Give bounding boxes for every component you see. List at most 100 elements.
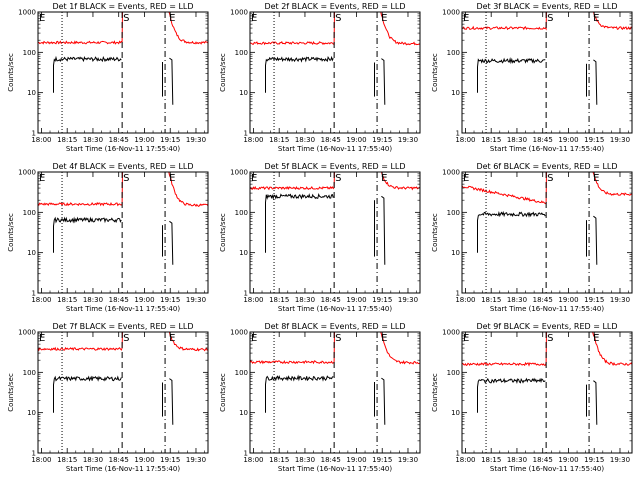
plot-frame [37,171,209,294]
lld-series-line [250,172,420,191]
marker-e-right: E [593,13,599,24]
x-tick-label: 18:15 [57,296,77,304]
x-tick-label: 18:45 [321,136,341,144]
marker-e-left: E [463,173,469,184]
y-tick-label: 1 [456,290,460,298]
x-tick-label: 19:15 [372,456,392,464]
y-tick-label: 1000 [18,329,36,337]
x-tick-label: 18:00 [31,136,51,144]
events-series-line [265,193,334,253]
marker-s: S [547,173,553,184]
y-axis-label: Counts/sec [219,213,227,252]
lld-series-line [38,172,208,208]
y-tick-label: 1000 [442,9,460,17]
y-tick-label: 10 [27,409,36,417]
y-tick-label: 1 [244,290,248,298]
x-tick-label: 19:15 [160,136,180,144]
x-tick-label: 18:00 [455,456,475,464]
events-series-line [477,210,546,253]
marker-e-left: E [251,13,257,24]
events-series-line [265,374,334,413]
y-tick-label: 1 [456,130,460,138]
events-after-segment [169,57,174,105]
events-after-segment [381,195,386,265]
panel-title: Det 8f BLACK = Events, RED = LLD [264,322,405,331]
y-tick-label: 1000 [230,169,248,177]
panel-det-5 [250,172,420,265]
x-tick-label: 18:30 [295,456,315,464]
x-tick-label: 18:30 [507,296,527,304]
lld-series-line [250,12,420,46]
y-tick-label: 1 [32,130,36,138]
events-after-segment [169,220,174,265]
x-tick-label: 18:00 [455,136,475,144]
y-tick-label: 1000 [230,9,248,17]
x-tick-label: 18:30 [83,456,103,464]
panel-det-8 [250,332,420,425]
y-axis-label: Counts/sec [7,373,15,412]
x-tick-label: 18:45 [533,136,553,144]
marker-s: S [335,173,341,184]
y-tick-label: 10 [451,409,460,417]
x-tick-label: 18:15 [57,456,77,464]
plot-frame [461,331,633,454]
x-tick-label: 18:15 [481,136,501,144]
y-tick-label: 10 [239,249,248,257]
events-series-line [53,375,122,413]
x-tick-label: 19:15 [160,296,180,304]
y-tick-label: 10 [239,89,248,97]
x-tick-label: 18:15 [57,136,77,144]
marker-e-left: E [39,13,45,24]
y-axis-label: Counts/sec [219,373,227,412]
marker-e-left: E [463,333,469,344]
x-axis-label: Start Time (16-Nov-11 17:55:40) [66,145,180,153]
panel-det-4 [38,172,208,265]
x-axis-label: Start Time (16-Nov-11 17:55:40) [278,305,392,313]
events-after-segment [593,215,598,265]
x-tick-label: 19:15 [584,136,604,144]
x-tick-label: 18:15 [269,136,289,144]
events-series-line [53,216,122,253]
panel-title: Det 6f BLACK = Events, RED = LLD [476,162,617,171]
plot-frame [249,171,421,294]
x-tick-label: 18:00 [31,296,51,304]
x-tick-label: 19:00 [346,296,366,304]
x-tick-label: 19:00 [134,456,154,464]
y-tick-label: 1 [456,450,460,458]
x-tick-label: 19:30 [186,456,206,464]
marker-e-left: E [251,333,257,344]
x-tick-label: 18:00 [243,296,263,304]
x-axis-label: Start Time (16-Nov-11 17:55:40) [490,305,604,313]
x-tick-label: 19:30 [398,456,418,464]
y-tick-label: 100 [235,209,248,217]
x-tick-label: 18:30 [83,136,103,144]
x-tick-label: 19:00 [134,136,154,144]
y-tick-label: 100 [23,209,36,217]
panel-det-9 [462,332,632,425]
x-tick-label: 19:15 [584,456,604,464]
marker-e-right: E [169,13,175,24]
x-tick-label: 19:00 [134,296,154,304]
x-axis-label: Start Time (16-Nov-11 17:55:40) [66,305,180,313]
panel-det-1 [38,12,208,105]
x-axis-label: Start Time (16-Nov-11 17:55:40) [490,145,604,153]
marker-s: S [123,173,129,184]
x-tick-label: 19:30 [398,296,418,304]
marker-s: S [547,333,553,344]
y-tick-label: 1000 [18,9,36,17]
events-after-segment [381,377,386,425]
x-tick-label: 18:00 [31,456,51,464]
x-tick-label: 19:15 [372,136,392,144]
x-tick-label: 18:45 [533,456,553,464]
x-tick-label: 19:00 [558,296,578,304]
panel-det-6 [462,172,632,265]
marker-e-right: E [593,173,599,184]
events-after-segment [593,59,598,105]
x-tick-label: 19:15 [584,296,604,304]
y-axis-label: Counts/sec [431,373,439,412]
x-tick-label: 18:00 [243,456,263,464]
marker-e-left: E [39,333,45,344]
x-tick-label: 19:30 [186,136,206,144]
y-tick-label: 100 [447,369,460,377]
